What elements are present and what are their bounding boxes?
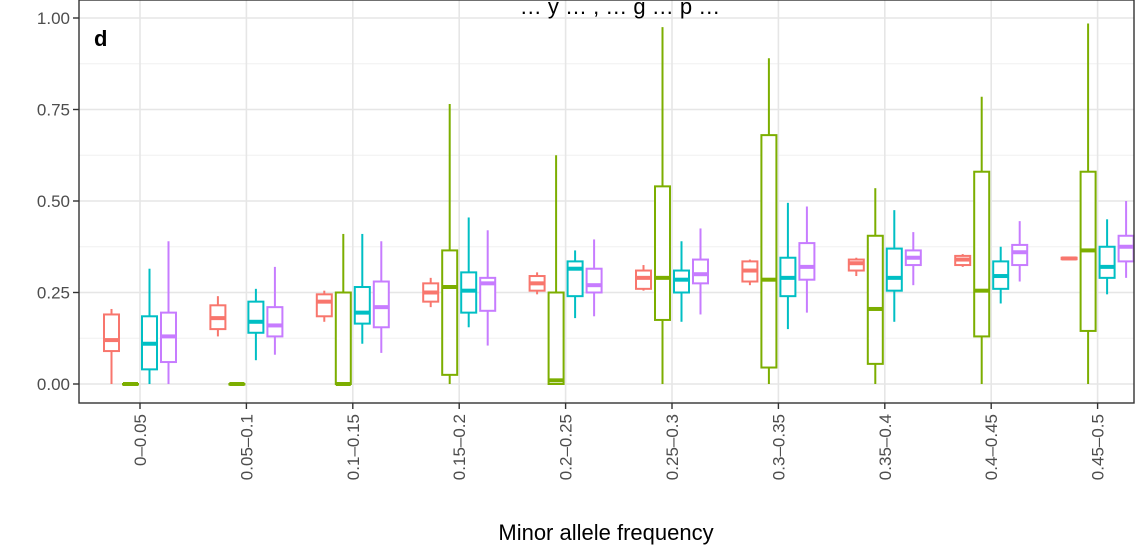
box-series-1-cat-8 <box>847 257 865 277</box>
x-tick-label: 0–0.05 <box>131 414 150 466</box>
box-series-4-cat-3 <box>372 241 390 353</box>
y-tick-label: 0.50 <box>37 192 70 211</box>
box-series-4-cat-4 <box>479 230 497 346</box>
panel-tag: d <box>94 26 107 51</box>
box-series-1-cat-6 <box>635 265 652 291</box>
box-iqr <box>1098 245 1116 279</box>
box-series-3-cat-2 <box>247 288 265 361</box>
box-series-4-cat-10 <box>1117 201 1135 278</box>
box-series-4-cat-1 <box>160 241 177 384</box>
box-series-4-cat-6 <box>692 228 709 315</box>
x-tick-label: 0.35–0.4 <box>876 414 895 480</box>
box-iqr <box>315 293 333 318</box>
box-series-1-cat-1 <box>103 308 120 384</box>
box-series-2-cat-7 <box>760 58 778 384</box>
box-series-1-cat-7 <box>741 259 759 286</box>
box-series-2-cat-10 <box>1079 23 1097 384</box>
box-iqr <box>973 170 991 338</box>
box-series-4-cat-5 <box>585 239 603 317</box>
x-tick-label: 0.25–0.3 <box>663 414 682 480</box>
box-series-4-cat-2 <box>266 266 284 355</box>
box-series-2-cat-9 <box>973 96 991 384</box>
box-iqr <box>266 306 284 338</box>
y-axis: 0.00 0.25 0.50 0.75 1.00 <box>37 9 79 394</box>
box-series-4-cat-9 <box>1011 221 1029 282</box>
box-series-3-cat-1 <box>141 268 158 384</box>
y-tick-label: 0.25 <box>37 284 70 303</box>
box-series-2-cat-1 <box>122 382 139 386</box>
box-iqr <box>441 249 459 376</box>
x-axis-title: Minor allele frequency <box>498 520 713 545</box>
box-series-3-cat-5 <box>566 250 584 319</box>
box-series-2-cat-3 <box>334 233 352 386</box>
box-series-3-cat-4 <box>460 217 478 328</box>
box-series-2-cat-5 <box>547 155 565 385</box>
chart-title: … y … , … g … p … <box>520 0 720 19</box>
x-tick-label: 0.2–0.25 <box>557 414 576 480</box>
x-tick-label: 0.45–0.5 <box>1089 414 1108 480</box>
box-iqr <box>692 258 709 285</box>
y-tick-label: 0.75 <box>37 101 70 120</box>
box-series-3-cat-8 <box>885 210 903 322</box>
box-iqr <box>247 300 265 334</box>
box-series-1-cat-9 <box>954 254 972 267</box>
box-iqr <box>566 260 584 298</box>
x-tick-label: 0.15–0.2 <box>450 414 469 480</box>
box-iqr <box>334 291 352 385</box>
box-iqr <box>654 185 671 321</box>
box-series-1-cat-5 <box>528 272 546 295</box>
box-iqr <box>585 267 603 294</box>
boxplot-boxes <box>103 23 1135 386</box>
box-series-1-cat-3 <box>315 290 333 322</box>
box-series-2-cat-6 <box>654 27 671 384</box>
box-iqr <box>885 247 903 292</box>
box-series-1-cat-4 <box>422 277 440 308</box>
box-iqr <box>372 280 390 329</box>
box-series-3-cat-3 <box>353 233 371 344</box>
box-series-3-cat-9 <box>992 246 1010 304</box>
x-tick-label: 0.3–0.35 <box>769 414 788 480</box>
box-iqr <box>1011 243 1029 267</box>
box-iqr <box>866 234 884 365</box>
box-series-2-cat-2 <box>228 382 246 386</box>
box-iqr <box>760 134 778 369</box>
box-series-2-cat-4 <box>441 104 459 384</box>
x-tick-label: 0.1–0.15 <box>344 414 363 480</box>
box-series-3-cat-10 <box>1098 219 1116 295</box>
box-iqr <box>547 291 565 385</box>
box-series-1-cat-2 <box>209 296 227 337</box>
x-tick-label: 0.05–0.1 <box>237 414 256 480</box>
box-series-4-cat-7 <box>798 206 816 313</box>
box-iqr <box>353 286 371 325</box>
box-series-1-cat-10 <box>1060 256 1078 261</box>
grid-lines <box>79 0 1134 403</box>
y-tick-label: 0.00 <box>37 375 70 394</box>
x-tick-label: 0.4–0.45 <box>982 414 1001 480</box>
box-series-3-cat-6 <box>673 241 690 322</box>
box-iqr <box>798 242 816 281</box>
box-series-2-cat-8 <box>866 188 884 384</box>
y-tick-label: 1.00 <box>37 9 70 28</box>
box-iqr <box>479 276 497 312</box>
x-axis: 0–0.05 0.05–0.1 0.1–0.15 0.15–0.2 0.2–0.25 0.… <box>131 403 1108 480</box>
box-iqr <box>103 313 120 353</box>
box-series-3-cat-7 <box>779 202 797 330</box>
box-series-4-cat-8 <box>904 232 922 286</box>
